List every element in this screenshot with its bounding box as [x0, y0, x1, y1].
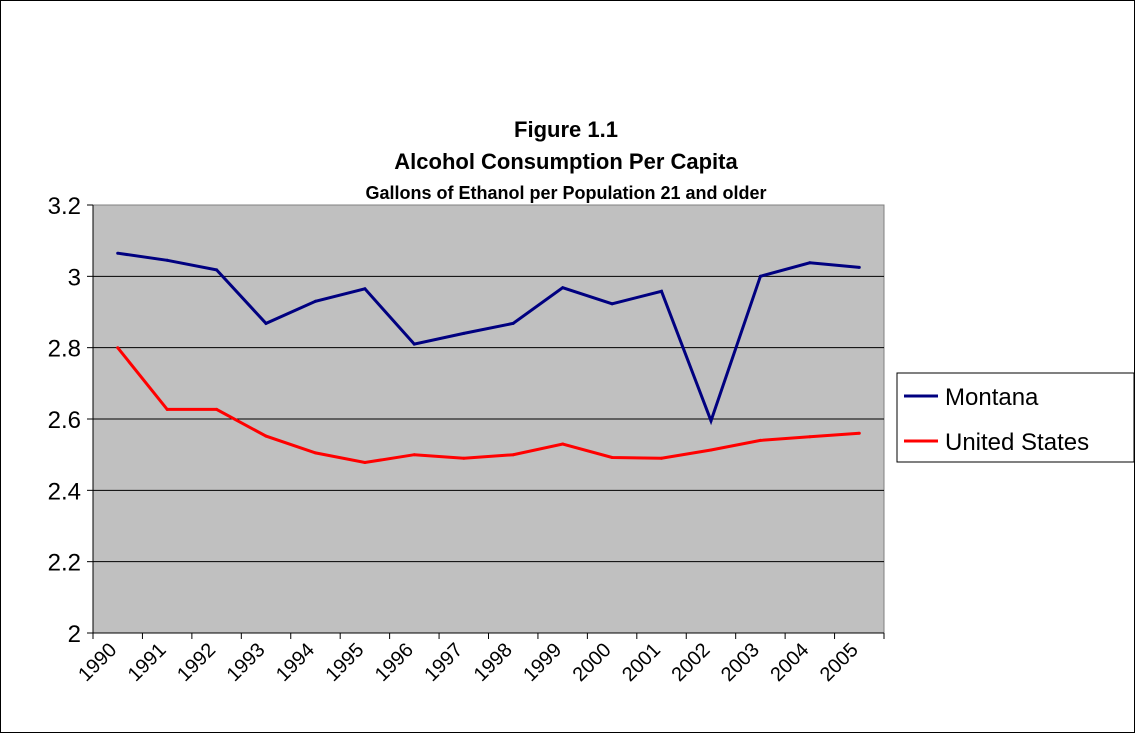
- y-tick-label: 3: [68, 264, 81, 291]
- y-tick-labels: 2 2.2 2.4 2.6 2.8 3 3.2: [48, 193, 81, 648]
- y-tick-label: 2.8: [48, 336, 81, 363]
- y-tick-label: 2.6: [48, 407, 81, 434]
- data-point: [116, 346, 120, 350]
- data-point: [511, 321, 515, 325]
- chart-subtitle: Alcohol Consumption Per Capita: [394, 149, 738, 174]
- x-tick-label: 1997: [420, 639, 467, 686]
- data-point: [511, 453, 515, 457]
- x-tick-label: 1993: [223, 639, 270, 686]
- data-point: [660, 289, 663, 293]
- data-point: [808, 261, 812, 265]
- data-point: [363, 287, 367, 291]
- x-tick-label: 2001: [618, 639, 665, 686]
- data-point: [412, 453, 416, 457]
- y-tick-label: 3.2: [48, 193, 81, 220]
- data-point: [215, 407, 219, 411]
- data-point: [758, 274, 762, 278]
- data-point: [462, 456, 466, 460]
- x-tick-label: 1995: [321, 639, 368, 686]
- x-tick-label: 2004: [766, 639, 813, 686]
- x-tick-label: 1996: [371, 639, 418, 686]
- chart-subtitle-units: Gallons of Ethanol per Population 21 and…: [365, 183, 766, 203]
- data-point: [808, 435, 812, 439]
- x-tick-label: 1991: [124, 639, 171, 686]
- data-point: [116, 251, 120, 255]
- data-point: [215, 268, 219, 272]
- x-tick-label: 1998: [470, 639, 517, 686]
- data-point: [857, 265, 861, 269]
- data-point: [412, 342, 416, 346]
- legend-box: [896, 372, 1135, 463]
- data-point: [363, 461, 367, 464]
- x-tick-label: 2003: [717, 639, 764, 686]
- data-point: [165, 407, 169, 411]
- data-point: [314, 451, 317, 455]
- data-point: [610, 456, 614, 459]
- legend-label: United States: [945, 429, 1089, 456]
- x-tick-label: 1992: [173, 639, 220, 686]
- data-point: [709, 448, 713, 452]
- data-point: [857, 431, 861, 435]
- x-tick-label: 1999: [519, 639, 566, 686]
- series-line-montana: [117, 251, 860, 426]
- gridlines: [93, 275, 884, 563]
- axes: [87, 204, 885, 639]
- y-tick-label: 2.2: [48, 550, 81, 577]
- data-point: [709, 419, 713, 423]
- legend: Montana United States: [904, 384, 1089, 456]
- legend-label: Montana: [945, 384, 1039, 411]
- x-tick-label: 2002: [667, 639, 714, 686]
- data-point: [758, 438, 762, 442]
- data-point: [561, 286, 565, 290]
- data-point: [165, 258, 169, 262]
- data-point: [264, 321, 268, 325]
- data-point: [462, 331, 466, 335]
- x-tick-label: 1994: [272, 639, 319, 686]
- data-point: [561, 442, 565, 446]
- chart-title: Figure 1.1: [514, 117, 618, 142]
- x-tick-label: 2005: [816, 639, 863, 686]
- x-tick-label: 2000: [569, 639, 616, 686]
- data-point: [660, 456, 663, 460]
- data-point: [264, 434, 268, 438]
- x-tick-label: 1990: [74, 639, 121, 686]
- x-tick-labels: 1990 1991 1992 1993 1994 1995 1996 1997 1998 1999…: [74, 639, 863, 686]
- series-line-united-states: [116, 346, 860, 465]
- y-tick-label: 2: [68, 621, 81, 648]
- y-tick-label: 2.4: [48, 478, 81, 505]
- data-point: [314, 299, 317, 303]
- series-lines: [116, 251, 861, 465]
- data-point: [610, 302, 614, 306]
